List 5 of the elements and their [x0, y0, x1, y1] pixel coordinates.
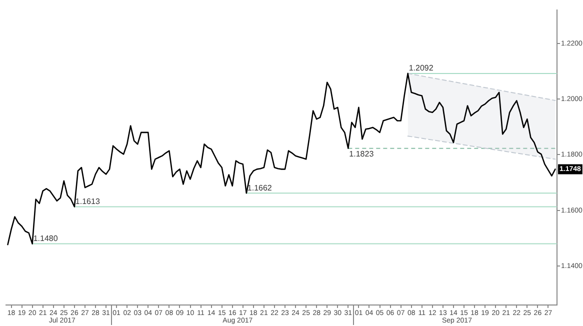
ref-line-label: 1.2092	[408, 64, 434, 73]
ref-line-label: 1.1613	[75, 196, 100, 206]
ref-line-label: 1.1823	[349, 150, 374, 159]
ref-line-label: 1.1662	[247, 183, 272, 192]
ref-line-label: 1.1480	[33, 234, 58, 243]
